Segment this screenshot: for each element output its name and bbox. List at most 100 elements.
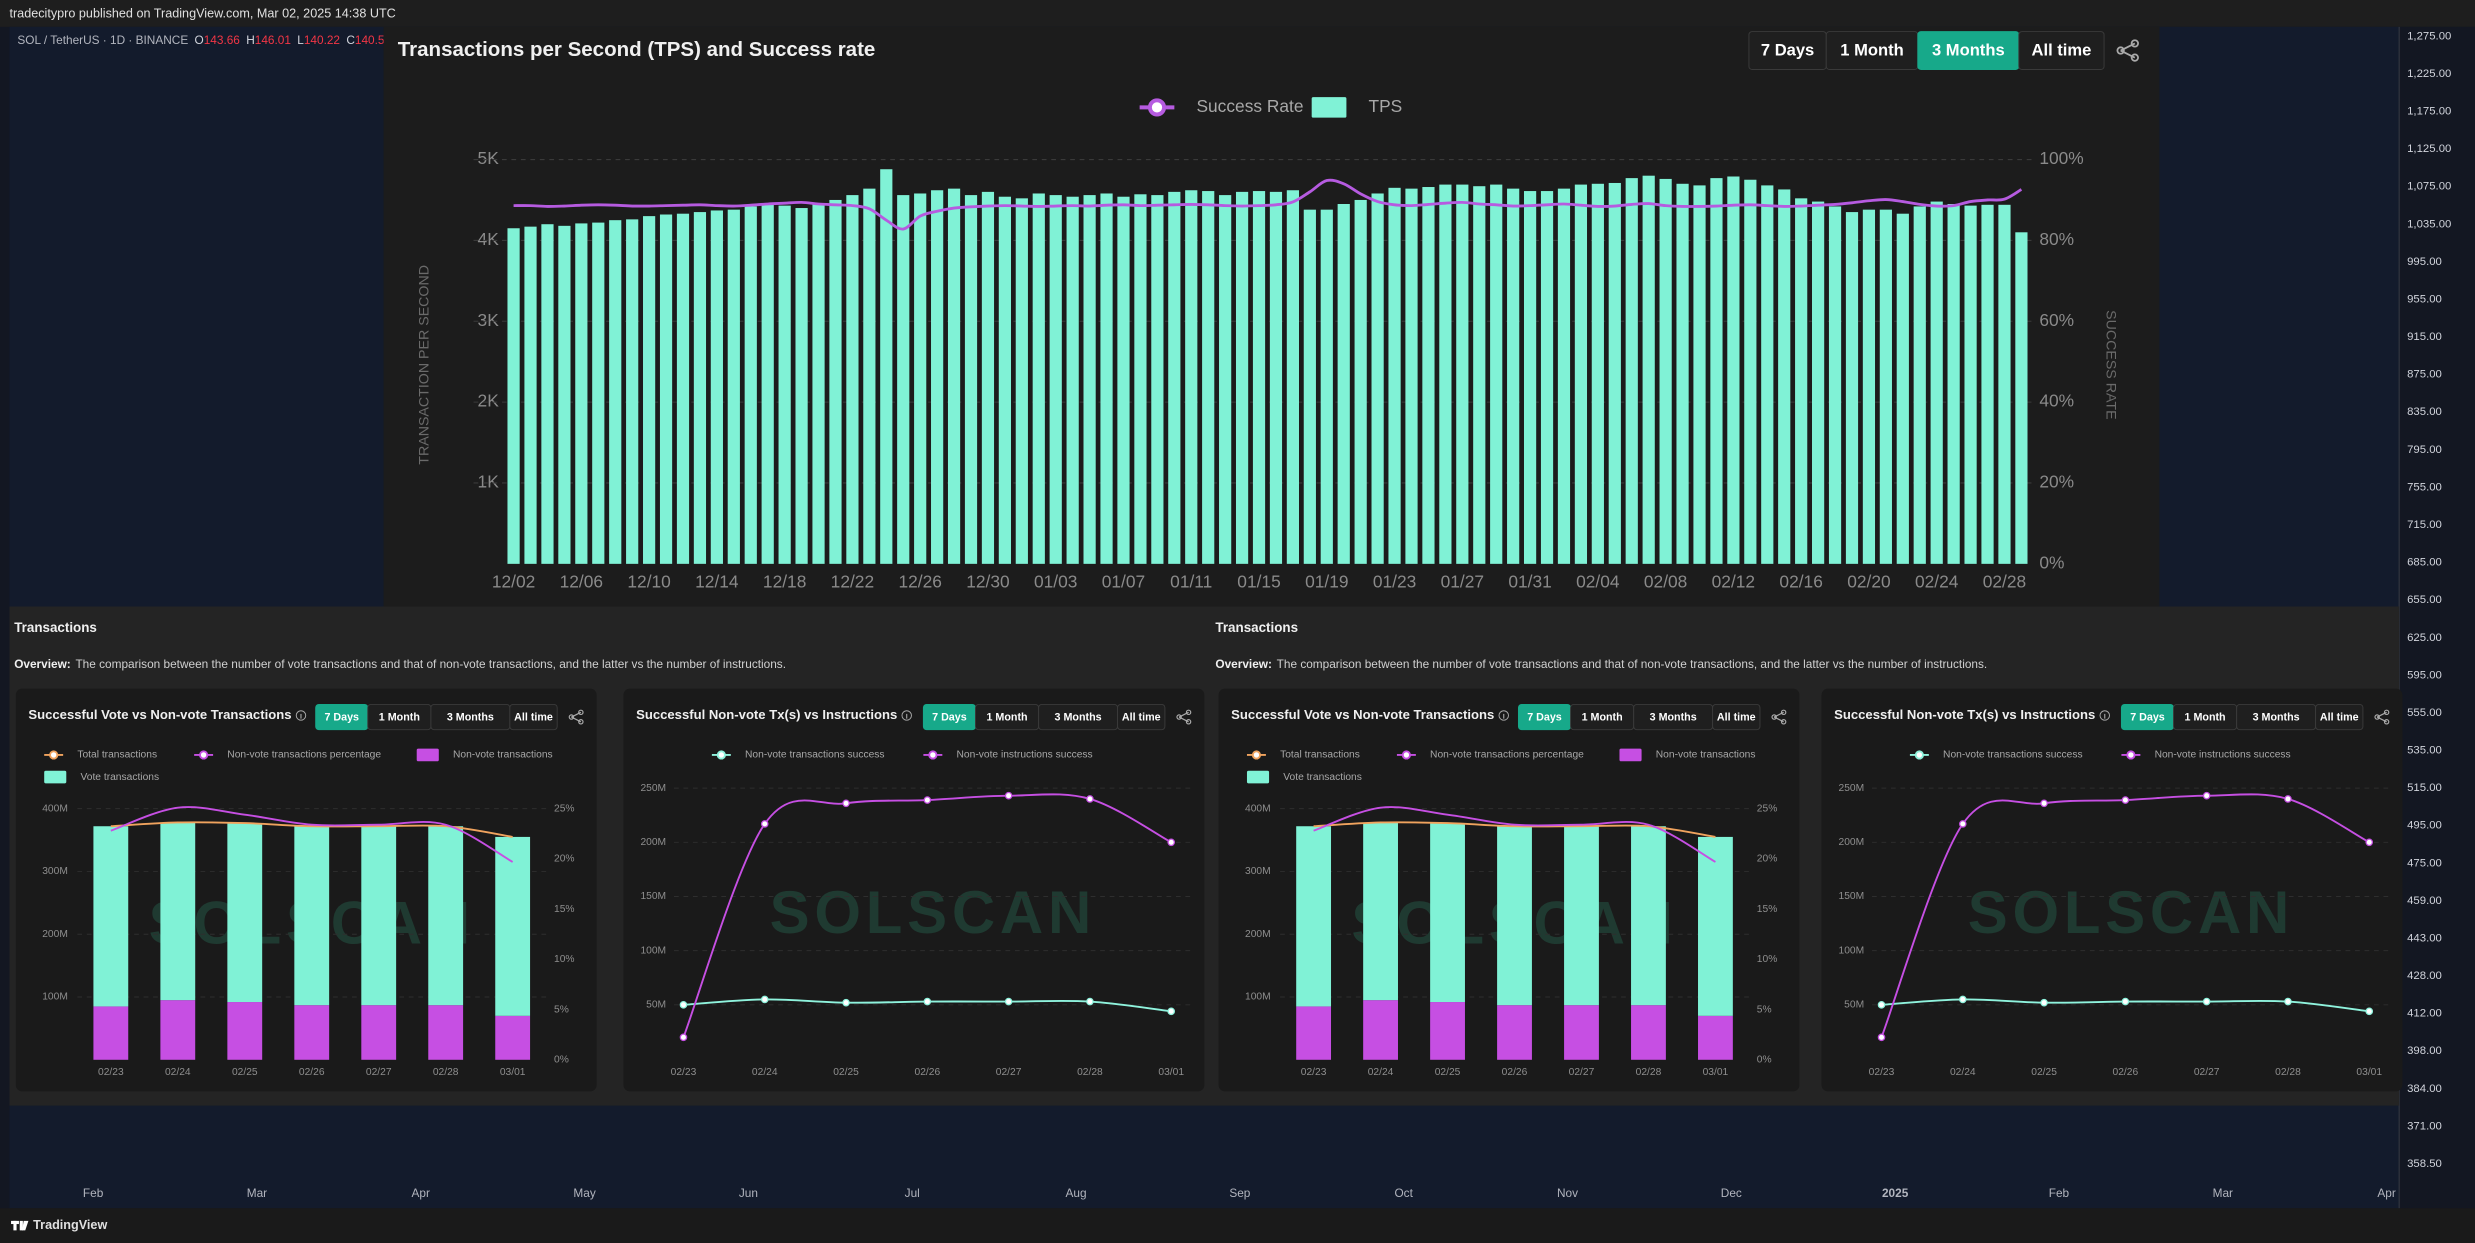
range-button-label[interactable]: 7 Days — [1527, 712, 1562, 724]
time-label: 2025 — [1882, 1186, 1909, 1200]
ohlc-key: C — [346, 33, 355, 47]
range-button-label[interactable]: 3 Months — [447, 712, 494, 724]
point — [760, 995, 769, 1004]
info-icon — [2099, 710, 2110, 721]
bar — [1235, 191, 1249, 564]
range-button-label[interactable]: 3 Months — [1932, 41, 2005, 60]
point — [2202, 791, 2211, 800]
y-tick-label: 1K — [478, 472, 500, 492]
symbol: SOL / TetherUS · 1D · BINANCE — [17, 33, 188, 47]
x-tick-label: 02/27 — [2194, 1067, 2220, 1078]
legend-label: Non-vote instructions success — [957, 750, 1093, 761]
x-tick-label: 02/25 — [833, 1067, 859, 1078]
y2-axis-title: SUCCESS RATE — [2103, 310, 2119, 419]
legend-label: Vote transactions — [81, 772, 160, 783]
bar — [1422, 187, 1435, 564]
point — [2040, 998, 2048, 1007]
bar — [1405, 188, 1418, 564]
share-button[interactable] — [1771, 709, 1787, 725]
bar — [676, 213, 690, 564]
y2-tick-label: 0% — [554, 1054, 569, 1065]
x-tick-label: 02/23 — [671, 1067, 697, 1078]
point — [842, 799, 850, 808]
range-button[interactable] — [1117, 703, 1166, 731]
y2-tick-label: 20% — [2039, 472, 2074, 492]
range-button-label[interactable]: 1 Month — [1582, 712, 1623, 724]
bar — [1219, 195, 1232, 564]
y2-tick-label: 0% — [1757, 1054, 1772, 1065]
bar — [495, 1015, 531, 1060]
watermark: SOLSCAN — [1968, 879, 2294, 946]
range-button-label[interactable]: 1 Month — [379, 712, 420, 724]
ohlc-key: L — [297, 33, 304, 47]
range-button-label[interactable]: All time — [2032, 41, 2092, 60]
range-button-label[interactable]: 3 Months — [2253, 712, 2300, 724]
share-button[interactable] — [568, 709, 584, 725]
x-tick-label: 01/03 — [1034, 571, 1077, 591]
legend-marker — [1914, 750, 1924, 760]
bar — [812, 203, 825, 564]
range-button-label[interactable]: 3 Months — [1055, 712, 1102, 724]
range-button[interactable] — [509, 703, 558, 731]
range-button-label[interactable]: 1 Month — [1840, 41, 1903, 60]
x-tick-label: 02/24 — [1950, 1067, 1976, 1078]
legend-swatch — [1246, 770, 1270, 784]
y-tick-label: 100M — [1839, 945, 1865, 956]
range-button[interactable] — [2018, 31, 2105, 70]
range-button-label[interactable]: All time — [514, 712, 553, 724]
bar — [1066, 196, 1079, 564]
bar — [1185, 190, 1198, 564]
y2-tick-label: 10% — [1757, 954, 1778, 965]
time-label: Feb — [2049, 1186, 2070, 1200]
range-button-label[interactable]: 7 Days — [2130, 712, 2165, 724]
x-tick-label: 02/26 — [299, 1067, 325, 1078]
point — [1877, 1033, 1886, 1042]
time-label: Oct — [1394, 1186, 1413, 1200]
x-tick-label: 02/26 — [2113, 1067, 2139, 1078]
logo-part — [22, 1220, 29, 1231]
share-button[interactable] — [2116, 39, 2139, 62]
x-tick-label: 02/28 — [1077, 1067, 1103, 1078]
bar — [626, 219, 639, 564]
price-label: 358.50 — [2407, 1158, 2442, 1170]
range-button-label[interactable]: 7 Days — [1761, 41, 1814, 60]
bar — [1761, 185, 1774, 564]
range-button-label[interactable]: 3 Months — [1650, 712, 1697, 724]
share-button[interactable] — [1176, 709, 1192, 725]
legend-label: TPS — [1369, 96, 1403, 116]
bar — [1363, 1000, 1398, 1060]
legend-label: Success Rate — [1196, 96, 1303, 116]
share-icon-dot — [2374, 714, 2380, 720]
bar — [1497, 1005, 1532, 1060]
time-label: Mar — [2213, 1186, 2233, 1200]
chart-title: Transactions per Second (TPS) and Succes… — [398, 38, 876, 61]
bar — [1625, 178, 1638, 564]
legend-label: Total transactions — [1280, 750, 1360, 761]
range-button-label[interactable]: 7 Days — [932, 712, 967, 724]
bar — [1693, 185, 1706, 564]
range-button[interactable] — [2315, 703, 2364, 731]
info-icon-ring — [2099, 710, 2110, 721]
bar — [1608, 182, 1621, 564]
range-button-label[interactable]: All time — [1717, 712, 1756, 724]
y2-tick-label: 60% — [2039, 310, 2074, 330]
point — [2284, 997, 2292, 1006]
share-button[interactable] — [2374, 709, 2390, 725]
x-tick-label: 02/27 — [1569, 1067, 1595, 1078]
range-button-label[interactable]: All time — [1122, 712, 1161, 724]
bar — [1642, 175, 1655, 564]
price-label: 1,125.00 — [2407, 143, 2451, 155]
time-label: Apr — [2377, 1186, 2395, 1200]
range-button-label[interactable]: 1 Month — [987, 712, 1028, 724]
bar — [294, 826, 330, 1006]
range-button-label[interactable]: 7 Days — [324, 712, 359, 724]
line — [1313, 806, 1716, 863]
x-tick-label: 02/24 — [165, 1067, 191, 1078]
range-button-label[interactable]: All time — [2320, 712, 2359, 724]
info-icon-ring — [1498, 710, 1509, 721]
point — [1877, 1001, 1886, 1009]
bar — [1862, 209, 1876, 564]
range-button-label[interactable]: 1 Month — [2185, 712, 2226, 724]
range-button[interactable] — [1712, 703, 1761, 731]
